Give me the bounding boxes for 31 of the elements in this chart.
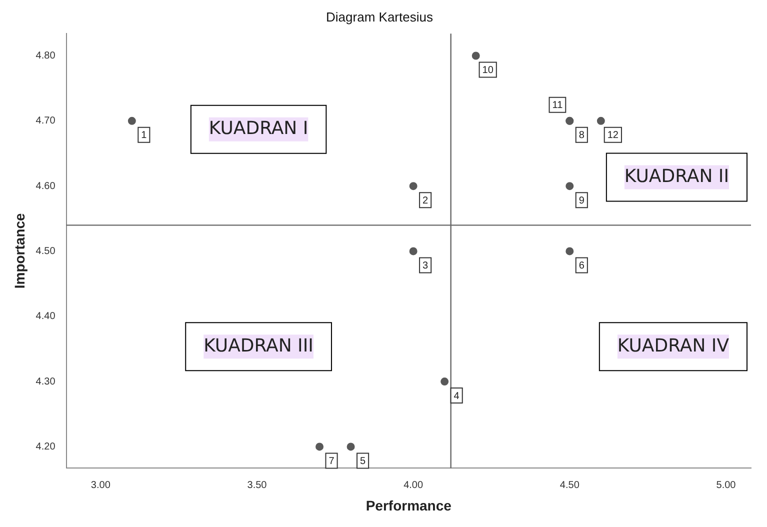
annotation: 12 (607, 130, 619, 142)
y-tick-label: 4.30 (36, 376, 56, 388)
annotation: KUADRAN III (204, 335, 314, 356)
annotation: 2 (422, 195, 429, 206)
chart-title: Diagram Kartesius (326, 9, 434, 24)
y-axis-title: Importance (11, 212, 28, 289)
annotation: 10 (482, 65, 494, 76)
x-tick-label: 3.00 (90, 480, 111, 491)
x-tick-label: 3.50 (247, 480, 268, 491)
y-tick-label: 4.70 (36, 116, 56, 127)
annotation: KUADRAN I (208, 118, 308, 140)
y-tick-label: 4.20 (36, 441, 56, 452)
annotation: 9 (578, 195, 585, 206)
x-tick-label: 4.00 (404, 480, 424, 491)
x-tick-label: 4.50 (560, 480, 580, 491)
y-tick-label: 4.40 (36, 311, 56, 322)
y-tick-label: 4.60 (36, 180, 56, 192)
y-tick-label: 4.80 (36, 50, 56, 62)
annotation: 7 (328, 456, 335, 467)
annotation: 5 (360, 456, 366, 467)
annotation: KUADRAN II (624, 166, 730, 187)
annotation: 3 (422, 260, 429, 272)
annotation: KUADRAN IV (617, 335, 730, 356)
x-axis-title: Performance (366, 497, 452, 514)
annotation: 6 (578, 260, 585, 272)
annotation: 1 (141, 130, 148, 142)
y-tick-label: 4.50 (36, 246, 56, 257)
x-tick-label: 5.00 (716, 480, 736, 491)
annotation: 4 (454, 390, 460, 402)
annotation: 8 (578, 130, 585, 142)
annotation: 11 (552, 100, 564, 112)
